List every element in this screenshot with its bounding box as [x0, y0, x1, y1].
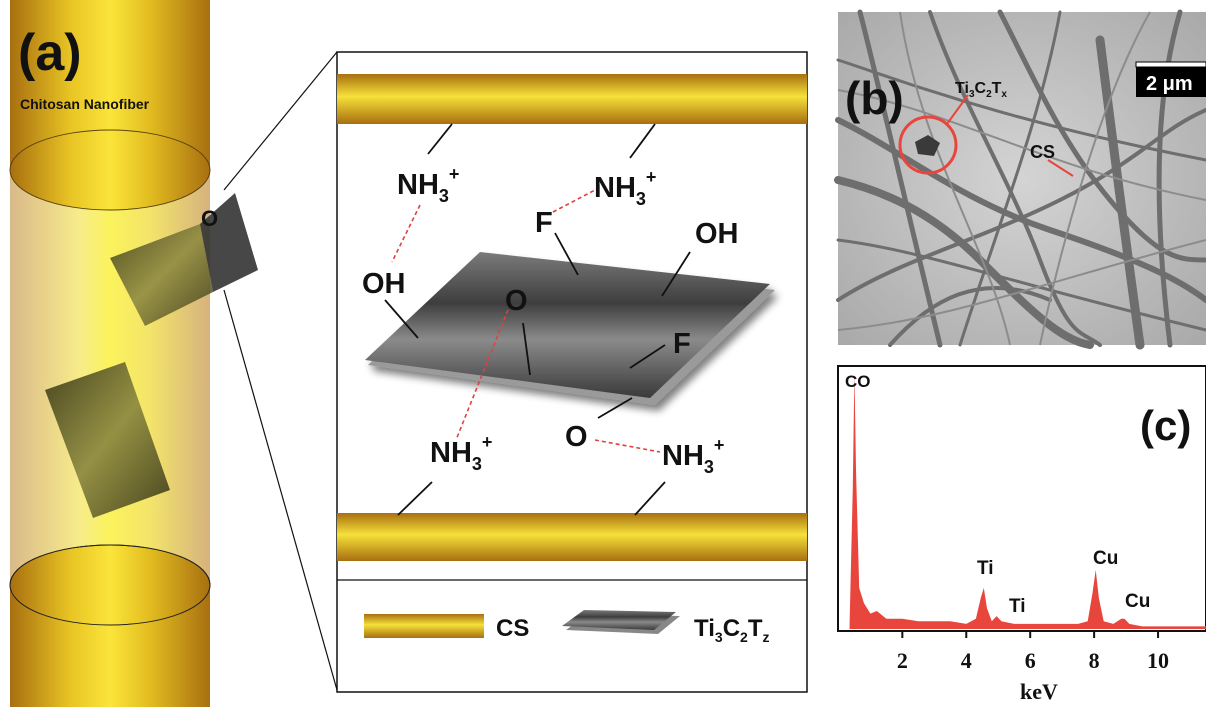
mxene-highlight-circle — [898, 115, 958, 175]
peak-label-co: CO — [845, 372, 871, 391]
oh-left-label: OH — [362, 268, 406, 300]
nh3-top-left: NH — [397, 169, 439, 201]
zoom-marker: O — [201, 206, 218, 231]
peak-label-ti-1: Ti — [977, 558, 994, 579]
scale-bar-label: 2 μm — [1146, 73, 1193, 95]
panel-c-letter: (c) — [1140, 402, 1191, 449]
functional-groups: NH3+ NH3+ F OH OH O F NH3+ O NH3+ — [362, 164, 739, 477]
schematic-legend: CS Ti3C2Tz — [364, 610, 770, 645]
eds-x-tick-label: 10 — [1147, 648, 1169, 673]
o-center-label: O — [505, 285, 528, 317]
nh3-top-right: NH — [594, 172, 636, 204]
panel-b-letter: (b) — [845, 72, 904, 124]
cs-bar-top — [337, 74, 807, 124]
panel-a-fiber — [9, 0, 258, 707]
peak-label-ti-2: Ti — [1009, 596, 1026, 617]
tem-mxene-label: Ti3C2Tx — [955, 80, 1007, 100]
fiber-bottom-section — [10, 585, 210, 707]
mxene-flake-bottom — [45, 362, 170, 518]
peak-label-cu-2: Cu — [1125, 591, 1150, 612]
tem-fibers — [834, 9, 1206, 350]
o-bottom-label: O — [565, 421, 588, 453]
mxene-pointer-line — [946, 94, 969, 125]
hydrogen-bonds — [391, 189, 661, 453]
mxene-flake-top-outside — [200, 193, 258, 292]
svg-text:NH3+: NH3+ — [430, 432, 492, 474]
tem-cs-label: CS — [1030, 142, 1055, 162]
fiber-top-ellipse — [9, 129, 211, 211]
svg-text:NH3+: NH3+ — [397, 164, 459, 206]
peak-label-cu-1: Cu — [1093, 548, 1118, 569]
legend-mxene-label: Ti3C2Tz — [694, 615, 770, 645]
panel-a-letter: (a) — [18, 24, 82, 82]
cs-pointer-line — [1047, 159, 1074, 177]
legend-cs-swatch — [364, 614, 484, 638]
tem-fibers-faint — [837, 11, 1206, 346]
oh-right-label: OH — [695, 218, 739, 250]
eds-x-tick-label: 4 — [961, 648, 972, 673]
svg-text:NH3+: NH3+ — [662, 435, 724, 477]
fiber-label: Chitosan Nanofiber — [20, 96, 150, 112]
cs-bar-bottom — [337, 513, 807, 561]
eds-x-tick-label: 6 — [1025, 648, 1036, 673]
nh3-bottom-left: NH — [430, 437, 472, 469]
f-right-label: F — [673, 328, 691, 360]
eds-x-axis: 2 4 6 8 10 — [897, 631, 1169, 673]
svg-text:NH3+: NH3+ — [594, 167, 656, 209]
mxene-flake-top — [110, 224, 213, 326]
zoom-line-top — [223, 51, 338, 191]
eds-xlabel: keV — [1020, 679, 1058, 704]
zoom-line-bottom — [223, 289, 338, 691]
tem-mxene-particle — [915, 135, 940, 156]
eds-x-tick-label: 2 — [897, 648, 908, 673]
scale-bar — [1135, 61, 1206, 68]
nh3-bottom-right: NH — [662, 440, 704, 472]
scale-bar-box — [1136, 67, 1206, 97]
f-top-label: F — [535, 207, 553, 239]
mxene-sheet — [365, 252, 775, 405]
legend-mxene-swatch — [562, 610, 676, 630]
eds-plot-frame — [837, 365, 1206, 632]
bond-lines — [384, 123, 691, 516]
eds-x-tick-label: 8 — [1089, 648, 1100, 673]
legend-cs-label: CS — [496, 615, 529, 642]
